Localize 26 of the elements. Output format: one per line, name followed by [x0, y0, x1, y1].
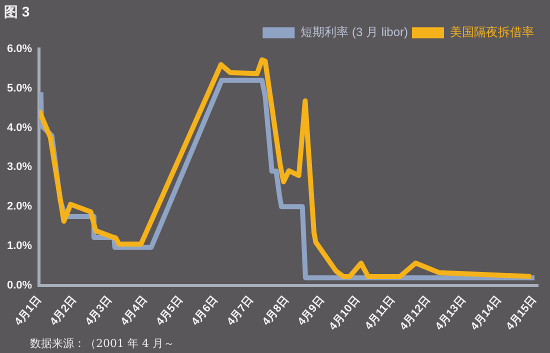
x-tick-label: 4月11日 — [362, 294, 398, 332]
y-tick-label: 2.0% — [6, 200, 32, 213]
y-tick-label: 3.0% — [6, 161, 32, 174]
x-tick-label: 4月4日 — [118, 294, 150, 328]
x-tick-label: 4月5日 — [154, 294, 186, 328]
x-tick-label: 4月15日 — [504, 294, 540, 333]
y-tick-label: 0.0% — [6, 280, 32, 292]
legend-label: 短期利率 (3 月 libor) — [300, 25, 408, 40]
x-tick-label: 4月13日 — [433, 294, 468, 333]
legend-label: 美国隔夜拆借率 — [450, 25, 534, 40]
x-tick-label: 4月8日 — [260, 294, 292, 328]
x-tick-label: 4月14日 — [468, 294, 504, 333]
chart-title: 图 3 — [4, 3, 30, 20]
y-tick-label: 5.0% — [6, 82, 32, 94]
x-tick-label: 4月2日 — [48, 294, 80, 328]
x-tick-label: 4月1日 — [12, 294, 44, 328]
x-tick-label: 4月10日 — [327, 294, 362, 333]
x-tick-label: 4月6日 — [189, 294, 221, 328]
x-tick-label: 4月9日 — [296, 294, 327, 328]
x-tick-label: 4月3日 — [83, 294, 114, 328]
y-tick-label: 6.0% — [6, 42, 32, 55]
source-note: 数据来源：（2001 年 4 月～ — [30, 336, 174, 351]
x-tick-label: 4月12日 — [398, 294, 433, 333]
y-tick-label: 4.0% — [6, 122, 32, 134]
x-tick-label: 4月7日 — [224, 294, 256, 328]
y-tick-label: 1.0% — [6, 240, 32, 252]
